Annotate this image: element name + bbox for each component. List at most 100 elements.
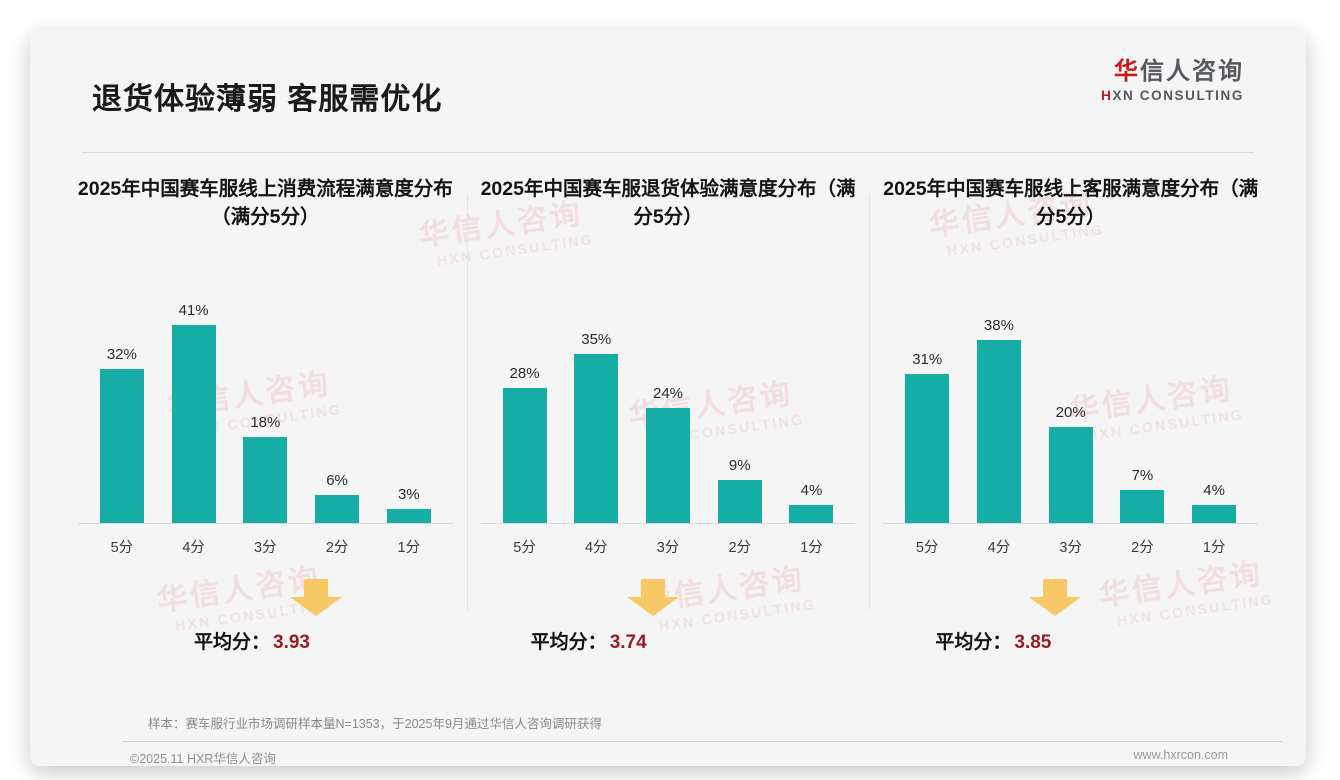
slide-card: 退货体验薄弱 客服需优化 华信人咨询 HXN CONSULTING 华信人咨询 … [30,30,1306,766]
x-axis-tick-label: 4分 [584,540,608,556]
x-axis-tick-label: 1分 [1202,540,1226,556]
bar-slot[interactable]: 6% [301,272,373,524]
chart-panel-2: 2025年中国赛车服线上客服满意度分布（满分5分） 31% 38% 20% 7% 4% 5分… [869,176,1272,676]
plot-area: 31% 38% 20% 7% 4% [877,272,1264,524]
bar[interactable] [171,325,216,524]
bar-value-label: 28% [509,365,540,382]
bar-slot[interactable]: 4% [1178,272,1250,524]
bar-slot[interactable]: 9% [704,272,776,524]
chart-panel-1: 2025年中国赛车服退货体验满意度分布（满分5分） 28% 35% 24% 9% 4% 5分… [466,176,870,676]
bar-value-label: 32% [106,346,137,363]
average-score-label: 平均分： [194,632,271,653]
x-axis-tick-label: 4分 [987,540,1011,556]
bar-value-label: 4% [1203,482,1225,499]
bar-value-label: 38% [983,317,1014,334]
bar[interactable] [1192,505,1237,524]
charts-row: 2025年中国赛车服线上消费流程满意度分布（满分5分） 32% 41% 18% 6% 3%… [64,176,1272,676]
bar-slot[interactable]: 7% [1107,272,1179,524]
bar-value-label: 3% [397,486,420,503]
footer-divider [122,741,1282,742]
bar[interactable] [386,509,431,524]
plot-area: 28% 35% 24% 9% 4% [475,272,862,524]
bar[interactable] [243,437,288,524]
bar-value-label: 31% [912,351,943,368]
bar-group: 28% 35% 24% 9% 4% [489,272,848,524]
footer-website: www.hxrcon.com [1133,748,1228,762]
average-score-label: 平均分： [530,632,607,653]
footer-copyright: ©2025.11 HXR华信人咨询 [130,752,276,766]
x-axis-labels: 5分 4分 3分 2分 1分 [489,536,848,557]
bar-slot[interactable]: 20% [1035,272,1107,524]
bar[interactable] [789,505,834,524]
bar-value-label: 41% [178,302,209,319]
bar-value-label: 24% [652,385,684,402]
average-callout: 平均分： 3.74 [475,579,862,665]
bar-value-label: 4% [800,482,823,499]
bar[interactable] [502,388,547,524]
x-axis-line [78,523,453,524]
average-score-value: 3.93 [273,632,310,653]
slide-header: 退货体验薄弱 客服需优化 华信人咨询 HXN CONSULTING [30,30,1306,153]
plot-area: 32% 41% 18% 6% 3% [72,272,459,524]
chart-title: 2025年中国赛车服线上消费流程满意度分布（满分5分） [77,178,453,228]
down-arrow-icon [625,579,681,617]
average-score-label: 平均分： [935,632,1012,653]
bar-slot[interactable]: 28% [489,272,561,524]
bar-value-label: 7% [1131,467,1154,484]
x-axis-labels: 5分 4分 3分 2分 1分 [86,536,445,557]
bar-slot[interactable]: 3% [373,272,445,524]
bar[interactable] [646,408,690,524]
x-axis-tick-label: 3分 [1059,540,1082,556]
x-axis-tick-label: 1分 [800,540,823,556]
bar[interactable] [574,354,619,524]
brand-logo-cn: 华信人咨询 [1101,58,1244,86]
average-score-value: 3.85 [1014,632,1052,653]
x-axis-tick-label: 3分 [254,540,277,556]
bar-slot[interactable]: 4% [776,272,848,524]
bar[interactable] [1120,490,1165,524]
x-axis-tick-label: 1分 [397,540,421,556]
average-score-text: 平均分： 3.85 [935,627,1051,654]
average-callout: 平均分： 3.93 [72,579,459,665]
bar-slot[interactable]: 32% [86,272,158,524]
bar[interactable] [717,480,762,524]
x-axis-tick-label: 5分 [915,540,939,556]
bar-group: 31% 38% 20% 7% 4% [891,272,1250,524]
x-axis-tick-label: 3分 [656,540,680,556]
brand-logo-en-rest: XN CONSULTING [1112,87,1244,103]
x-axis-tick-label: 4分 [182,540,205,556]
brand-logo-en: HXN CONSULTING [1101,88,1244,103]
bar-group: 32% 41% 18% 6% 3% [86,272,445,524]
bar[interactable] [976,340,1021,524]
bar-slot[interactable]: 41% [158,272,230,524]
x-axis-line [883,523,1259,524]
bar-slot[interactable]: 35% [560,272,632,524]
bar-value-label: 20% [1055,404,1086,421]
x-axis-labels: 5分 4分 3分 2分 1分 [891,536,1250,557]
bar-value-label: 9% [728,457,751,474]
page-title: 退货体验薄弱 客服需优化 [92,83,443,116]
bar[interactable] [1048,427,1093,524]
bar-slot[interactable]: 31% [891,272,963,524]
x-axis-tick-label: 5分 [110,540,134,556]
average-score-text: 平均分： 3.74 [531,627,647,654]
brand-logo-en-accent: H [1101,87,1113,103]
chart-title: 2025年中国赛车服退货体验满意度分布（满分5分） [480,178,856,228]
average-score-text: 平均分： 3.93 [194,627,310,654]
chart-panel-0: 2025年中国赛车服线上消费流程满意度分布（满分5分） 32% 41% 18% 6% 3%… [64,176,467,676]
bar[interactable] [905,374,950,524]
chart-title: 2025年中国赛车服线上客服满意度分布（满分5分） [883,178,1259,228]
sample-footnote: 样本：赛车服行业市场调研样本量N=1353，于2025年9月通过华信人咨询调研获… [148,717,602,731]
average-callout: 平均分： 3.85 [877,579,1264,665]
x-axis-tick-label: 2分 [728,540,752,556]
brand-logo-cn-rest: 信人咨询 [1140,58,1244,85]
bar-slot[interactable]: 18% [229,272,301,524]
down-arrow-icon [1027,579,1083,617]
bar-slot[interactable]: 24% [632,272,704,524]
bar-slot[interactable]: 38% [963,272,1035,524]
bar[interactable] [315,495,360,524]
bar[interactable] [99,369,144,524]
brand-logo-cn-accent: 华 [1114,58,1140,85]
x-axis-tick-label: 2分 [325,540,349,556]
brand-logo: 华信人咨询 HXN CONSULTING [1101,58,1244,103]
